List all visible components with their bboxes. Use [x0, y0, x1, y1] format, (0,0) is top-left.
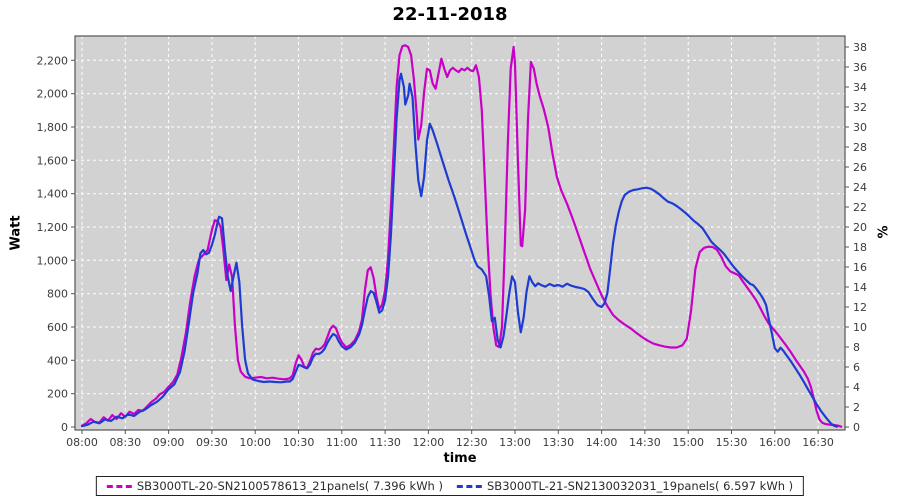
y-left-tick-label: 2,000: [37, 88, 69, 101]
x-tick-label: 10:00: [239, 436, 271, 449]
plot-frame: [74, 35, 846, 431]
y-right-tick-label: 6: [853, 361, 860, 374]
y-right-tick-label: 14: [853, 281, 867, 294]
y-right-tick-label: 22: [853, 201, 867, 214]
x-axis-tick-labels: 08:00 08:30 09:00 09:30 10:00 10:30 11:00 11:30…: [66, 436, 834, 449]
y-left-tick-label: 800: [47, 288, 68, 301]
x-tick-label: 14:30: [629, 436, 661, 449]
legend-label-inverter-20: SB3000TL-20-SN2100578613_21panels( 7.396…: [136, 479, 443, 493]
y-right-tick-label: 34: [853, 81, 867, 94]
right-axis-ticks: [845, 46, 849, 428]
legend-item-inverter-20: SB3000TL-20-SN2100578613_21panels( 7.396…: [106, 479, 443, 493]
x-axis-title-time: time: [443, 451, 477, 466]
legend-item-inverter-21: SB3000TL-21-SN2130032031_19panels( 6.597…: [457, 479, 793, 493]
y-left-tick-label: 1,200: [37, 221, 69, 234]
y-left-tick-label: 1,600: [37, 154, 69, 167]
chart-svg: 02004006008001,0001,2001,4001,6001,8002,…: [37, 35, 867, 449]
plot-area: 0 200 400 600 800 1,000 1,200 1,400 1,600 1,800 2,…: [37, 35, 867, 449]
x-axis-ticks: [81, 430, 819, 434]
y-axis-title-watt: Watt: [8, 215, 24, 251]
x-tick-label: 08:00: [66, 436, 98, 449]
y-right-tick-label: 8: [853, 341, 860, 354]
x-tick-label: 13:30: [542, 436, 574, 449]
x-tick-label: 13:00: [499, 436, 531, 449]
x-tick-label: 08:30: [109, 436, 141, 449]
x-tick-label: 10:30: [283, 436, 315, 449]
y-right-tick-label: 36: [853, 61, 867, 74]
chart-title: 22-11-2018: [392, 4, 508, 25]
y-right-tick-label: 26: [853, 161, 867, 174]
x-tick-label: 16:30: [802, 436, 834, 449]
y-right-tick-label: 12: [853, 301, 867, 314]
y-right-tick-label: 4: [853, 381, 860, 394]
x-tick-label: 15:30: [716, 436, 748, 449]
x-tick-label: 14:00: [586, 436, 618, 449]
y-left-tick-label: 1,400: [37, 188, 69, 201]
y-right-tick-label: 16: [853, 261, 867, 274]
y-right-tick-label: 20: [853, 221, 867, 234]
legend-swatch-magenta: [106, 484, 132, 488]
legend-label-inverter-21: SB3000TL-21-SN2130032031_19panels( 6.597…: [487, 479, 794, 493]
y-left-tick-label: 1,800: [37, 121, 69, 134]
legend-swatch-blue: [457, 484, 482, 488]
series-line-blue: [80, 72, 839, 428]
x-tick-label: 15:00: [672, 436, 704, 449]
y-left-tick-label: 2,200: [37, 54, 69, 67]
x-tick-label: 12:30: [456, 436, 488, 449]
x-tick-label: 09:30: [196, 436, 228, 449]
y-left-tick-label: 600: [47, 321, 68, 334]
left-axis-tick-labels: 0 200 400 600 800 1,000 1,200 1,400 1,600 1,800 2,…: [37, 54, 69, 434]
y-right-tick-label: 2: [853, 401, 860, 414]
y-right-tick-label: 28: [853, 141, 867, 154]
left-axis-ticks: [71, 59, 75, 428]
x-tick-label: 12:00: [413, 436, 445, 449]
y-right-tick-label: 32: [853, 101, 867, 114]
y-left-tick-label: 1,000: [37, 254, 69, 267]
legend-box: SB3000TL-20-SN2100578613_21panels( 7.396…: [95, 476, 805, 496]
series-line-magenta: [80, 44, 843, 428]
y-right-tick-label: 24: [853, 181, 867, 194]
y-right-tick-label: 30: [853, 121, 867, 134]
x-tick-label: 11:30: [369, 436, 401, 449]
y-axis-title-percent: %: [876, 225, 892, 239]
x-tick-label: 09:00: [153, 436, 185, 449]
y-left-tick-label: 200: [47, 388, 68, 401]
gridlines: [75, 36, 845, 430]
x-tick-label: 11:00: [326, 436, 358, 449]
y-right-tick-label: 0: [853, 421, 860, 434]
plot-background: [75, 36, 845, 430]
y-left-tick-label: 400: [47, 354, 68, 367]
y-right-tick-label: 10: [853, 321, 867, 334]
y-right-tick-label: 38: [853, 41, 867, 54]
y-left-tick-label: 0: [61, 421, 68, 434]
x-tick-label: 16:00: [759, 436, 791, 449]
y-right-tick-label: 18: [853, 241, 867, 254]
